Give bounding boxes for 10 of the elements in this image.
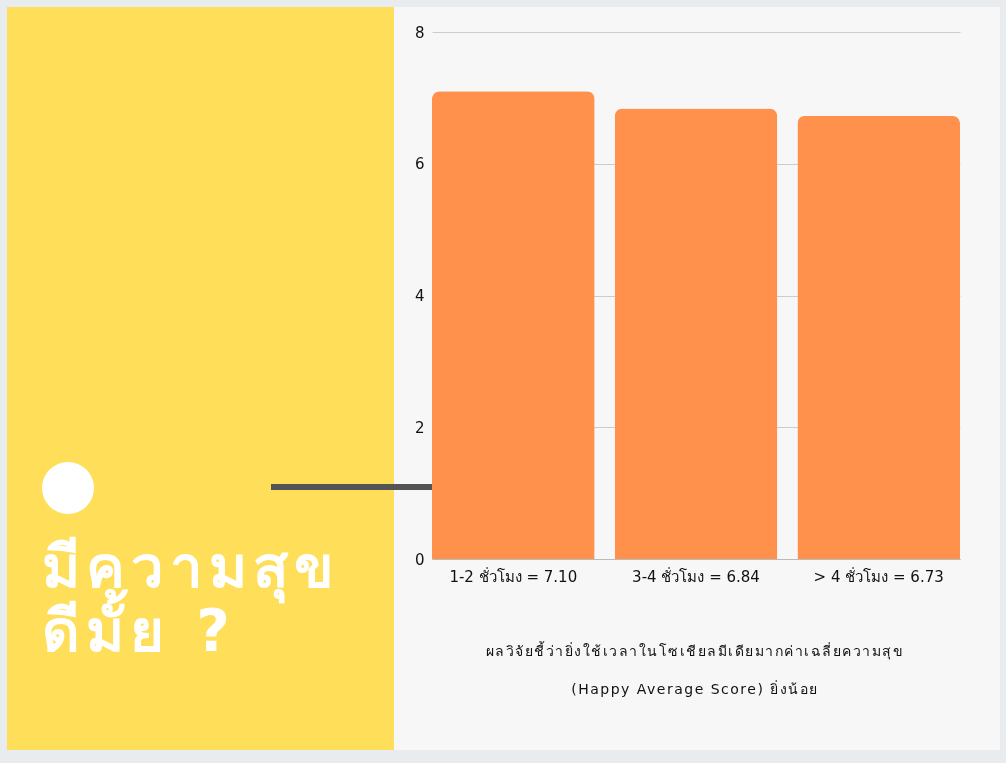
text: มีความสุข ดีมั้ย ? [42,533,341,665]
y-tick-label: 8 [414,23,425,42]
y-tick-label: 4 [414,287,425,305]
y-tick-label: 2 [414,418,425,437]
text: ผลวิจัยชี้ว่ายิ่งใช้เวลาในโซเชียลมีเดียมากค่าเฉลี่ยความสุข (Happy Average Score) ยิ่งน้อย [485,643,905,697]
x-tick-label: > 4 ชั่วโมง = 6.73 [813,565,944,586]
y-tick-label: 6 [414,155,425,174]
x-tick-label: 1-2 ชั่วโมง = 7.10 [449,565,578,586]
x-tick-label: 3-4 ชั่วโมง = 6.84 [632,565,760,586]
y-tick-label: 0 [414,550,425,569]
